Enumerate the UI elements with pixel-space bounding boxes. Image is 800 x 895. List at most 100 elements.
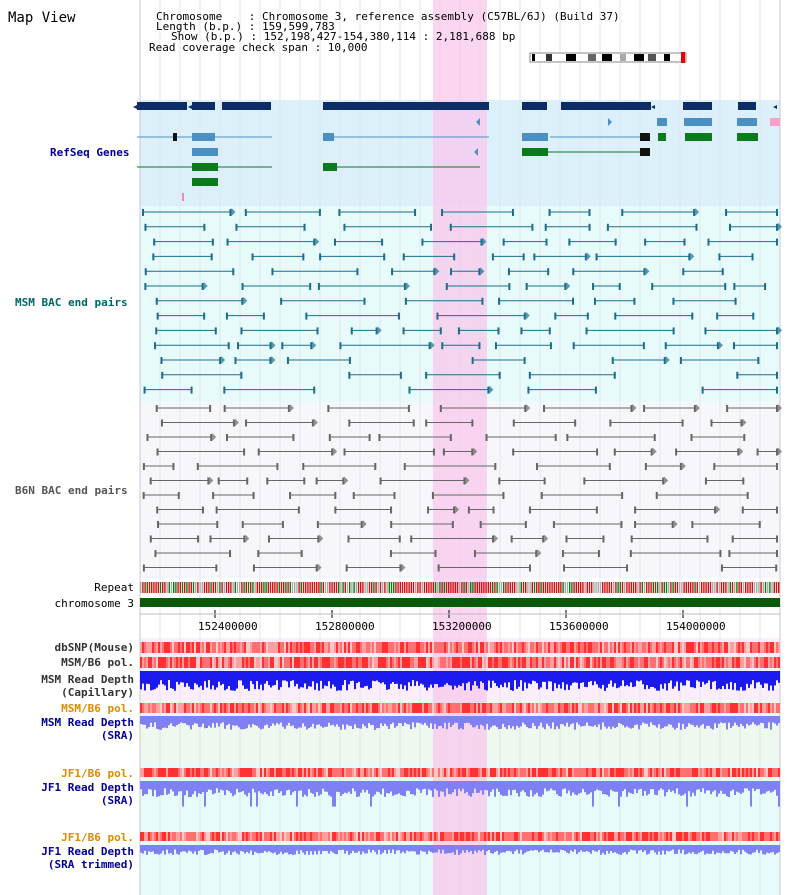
read-depth-bar <box>208 781 210 790</box>
polymorphism-mark <box>718 703 720 713</box>
polymorphism-mark <box>744 657 746 668</box>
b6n-bac-pair-end <box>315 477 318 485</box>
read-depth-bar <box>470 671 472 691</box>
read-depth-bar <box>680 845 682 854</box>
b6n-bac-pair-end <box>331 448 334 456</box>
read-depth-bar <box>454 845 456 855</box>
repeat-mark <box>747 582 749 593</box>
b6n-bac-pair-end <box>245 419 248 427</box>
read-depth-bar <box>294 845 296 855</box>
read-depth-bar <box>752 671 754 681</box>
read-depth-bar <box>316 845 318 855</box>
polymorphism-mark <box>148 832 150 841</box>
polymorphism-mark <box>520 642 522 653</box>
read-depth-bar <box>240 671 242 681</box>
read-depth-bar <box>304 845 306 855</box>
read-depth-bar <box>728 845 730 854</box>
polymorphism-mark <box>712 832 714 841</box>
read-depth-bar <box>468 671 470 682</box>
read-depth-bar <box>676 845 678 854</box>
track-label-b6n-bac[interactable]: B6N BAC end pairs <box>15 484 128 497</box>
repeat-mark <box>197 582 199 593</box>
read-depth-bar <box>332 781 334 807</box>
polymorphism-mark <box>564 832 566 841</box>
polymorphism-mark <box>726 642 728 653</box>
polymorphism-mark <box>754 657 756 668</box>
read-depth-bar <box>768 671 770 691</box>
read-depth-bar <box>580 781 582 793</box>
read-depth-bar <box>294 781 296 791</box>
polymorphism-mark <box>164 642 166 653</box>
read-depth-bar <box>648 671 650 689</box>
read-depth-bar <box>282 671 284 681</box>
read-depth-bar <box>724 845 726 854</box>
read-depth-bar <box>248 671 250 691</box>
read-depth-bar <box>460 781 462 792</box>
read-depth-bar <box>362 671 364 688</box>
polymorphism-mark <box>282 703 284 713</box>
read-depth-bar <box>514 671 516 681</box>
polymorphism-mark <box>246 768 248 777</box>
read-depth-bar <box>296 716 298 729</box>
msm-bac-pair-end <box>402 327 405 335</box>
repeat-mark <box>542 582 544 593</box>
read-depth-bar <box>308 845 310 855</box>
read-depth-bar <box>258 671 260 690</box>
repeat-mark <box>591 582 593 593</box>
track-label-refseq[interactable]: RefSeq Genes <box>50 146 130 159</box>
msm-bac-pair-end <box>144 283 147 290</box>
polymorphism-mark <box>680 832 682 841</box>
read-depth-bar <box>174 845 176 850</box>
read-depth-bar <box>376 716 378 729</box>
read-depth-bar <box>168 716 170 726</box>
polymorphism-mark <box>556 642 558 653</box>
read-depth-bar <box>664 671 666 684</box>
polymorphism-mark <box>670 657 672 668</box>
polymorphism-mark <box>460 657 462 668</box>
polymorphism-mark <box>740 703 742 713</box>
msm-bac-pair-end <box>244 209 247 216</box>
read-depth-bar <box>588 845 590 853</box>
polymorphism-mark <box>658 642 660 653</box>
polymorphism-mark <box>548 642 550 653</box>
read-depth-bar <box>698 671 700 682</box>
msm-bac-pair-end <box>480 238 483 246</box>
polymorphism-mark <box>350 768 352 777</box>
polymorphism-mark <box>616 703 618 713</box>
polymorphism-mark <box>246 703 248 713</box>
read-depth-bar <box>168 671 170 681</box>
msm-bac-pair-end <box>695 223 698 231</box>
read-depth-bar <box>630 671 632 683</box>
read-depth-bar <box>702 671 704 682</box>
read-depth-bar <box>556 781 558 795</box>
polymorphism-mark <box>654 832 656 841</box>
read-depth-bar <box>476 845 478 853</box>
polymorphism-mark <box>498 657 500 668</box>
polymorphism-mark <box>686 768 688 777</box>
read-depth-bar <box>324 671 326 686</box>
polymorphism-mark <box>312 657 314 668</box>
read-depth-bar <box>564 671 566 691</box>
read-depth-bar <box>688 671 690 681</box>
strand-arrow <box>430 341 435 350</box>
msm-bac-pair-end <box>223 386 226 394</box>
polymorphism-mark <box>268 768 270 777</box>
polymorphism-mark <box>418 657 420 668</box>
track-label-msm-bac[interactable]: MSM BAC end pairs <box>15 296 128 309</box>
read-depth-bar <box>672 845 674 850</box>
polymorphism-mark <box>530 832 532 841</box>
read-depth-bar <box>534 671 536 682</box>
read-depth-bar <box>570 671 572 686</box>
read-depth-bar <box>192 845 194 854</box>
polymorphism-mark <box>574 768 576 777</box>
polymorphism-mark <box>272 642 274 653</box>
gene-exon <box>522 133 548 141</box>
polymorphism-mark <box>734 768 736 777</box>
read-depth-bar <box>200 671 202 686</box>
read-depth-bar <box>282 781 284 796</box>
read-depth-bar <box>710 716 712 729</box>
read-depth-bar <box>544 671 546 682</box>
read-depth-bar <box>242 716 244 730</box>
read-depth-bar <box>584 716 586 726</box>
